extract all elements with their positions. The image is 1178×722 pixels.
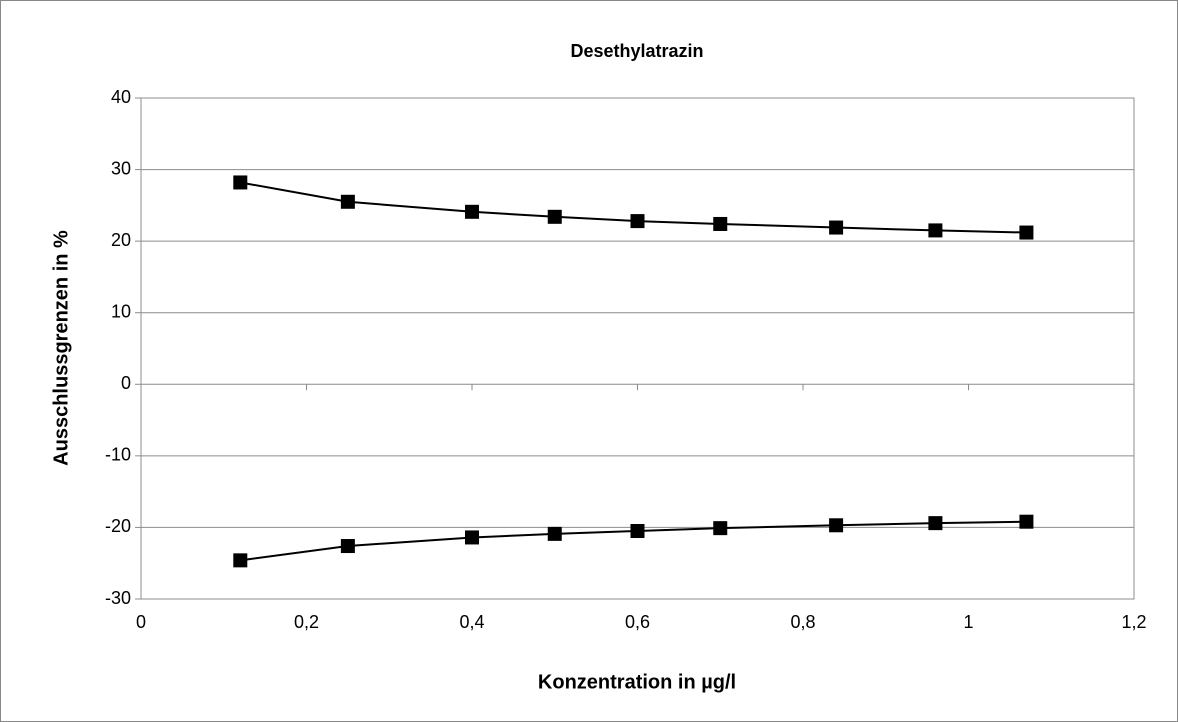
- y-tick-label: 30: [111, 158, 131, 178]
- data-point: [465, 204, 479, 219]
- y-tick-label: 20: [111, 230, 131, 250]
- data-point: [547, 209, 562, 224]
- data-point: [233, 175, 248, 190]
- y-tick-label: 0: [121, 373, 131, 393]
- x-tick-label: 1,2: [1121, 612, 1146, 632]
- x-tick-label: 0,8: [790, 612, 815, 632]
- data-point: [1019, 514, 1034, 529]
- data-point: [829, 220, 844, 235]
- x-tick-label: 0: [136, 612, 146, 632]
- x-tick-label: 0,4: [459, 612, 484, 632]
- data-point: [630, 524, 645, 539]
- y-tick-label: 10: [111, 301, 131, 321]
- plot-border: [140, 97, 1135, 600]
- data-point: [1019, 225, 1034, 240]
- data-point: [233, 553, 248, 568]
- y-tick-label: -10: [105, 445, 131, 465]
- data-point: [630, 214, 645, 229]
- x-axis-label: Konzentration in µg/l: [538, 671, 736, 693]
- data-point: [713, 521, 728, 536]
- data-point: [340, 539, 355, 554]
- y-axis-label: Ausschlussgrenzen in %: [50, 230, 72, 466]
- chart-title: Desethylatrazin: [570, 41, 703, 61]
- x-tick-label: 0,6: [625, 612, 650, 632]
- data-point: [928, 223, 943, 238]
- data-point: [465, 530, 479, 545]
- y-tick-label: -30: [105, 588, 131, 608]
- data-point: [928, 516, 943, 531]
- data-point: [713, 216, 728, 231]
- data-point: [547, 526, 562, 541]
- x-tick-label: 0,2: [294, 612, 319, 632]
- y-tick-label: -20: [105, 516, 131, 536]
- data-point: [829, 518, 844, 533]
- y-tick-label: 40: [111, 87, 131, 107]
- data-point: [340, 194, 355, 209]
- x-tick-label: 1: [963, 612, 973, 632]
